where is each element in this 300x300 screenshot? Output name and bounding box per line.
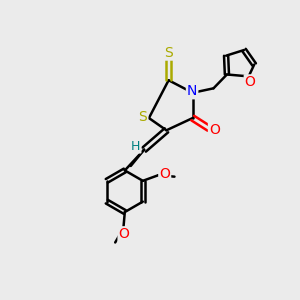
Text: N: N [187, 84, 197, 98]
Text: O: O [245, 75, 256, 89]
Text: O: O [118, 227, 129, 241]
Text: S: S [164, 46, 173, 60]
Text: O: O [159, 167, 170, 181]
Text: O: O [209, 123, 220, 137]
Text: S: S [139, 110, 147, 124]
Text: H: H [131, 140, 140, 152]
